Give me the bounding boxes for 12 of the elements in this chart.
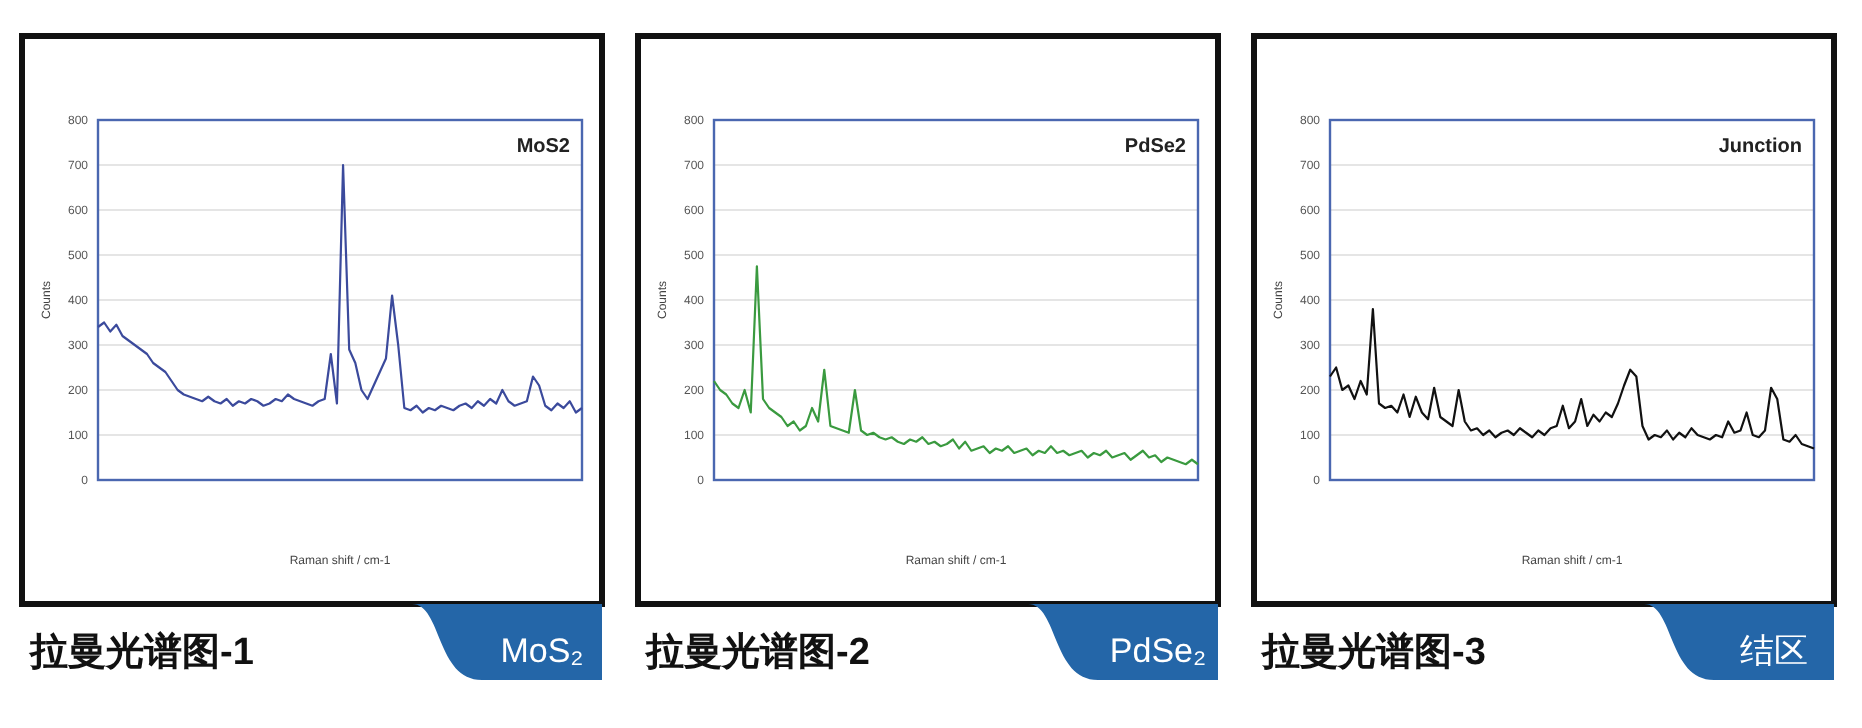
annotation: Junction: [1718, 136, 1802, 158]
text: 拉曼光谱图-3: [1260, 630, 1486, 674]
line-series: [96, 163, 584, 414]
line-series: [1328, 307, 1816, 450]
text: 拉曼光谱图-2: [644, 630, 870, 674]
annotation: PdSe2: [1124, 136, 1187, 158]
text: PdSe₂: [1109, 632, 1207, 670]
text: MoS₂: [500, 632, 584, 670]
line-series: [712, 265, 1200, 466]
annotation: MoS2: [516, 136, 571, 158]
text: 结区: [1740, 632, 1808, 670]
text: 拉曼光谱图-1: [28, 630, 255, 674]
